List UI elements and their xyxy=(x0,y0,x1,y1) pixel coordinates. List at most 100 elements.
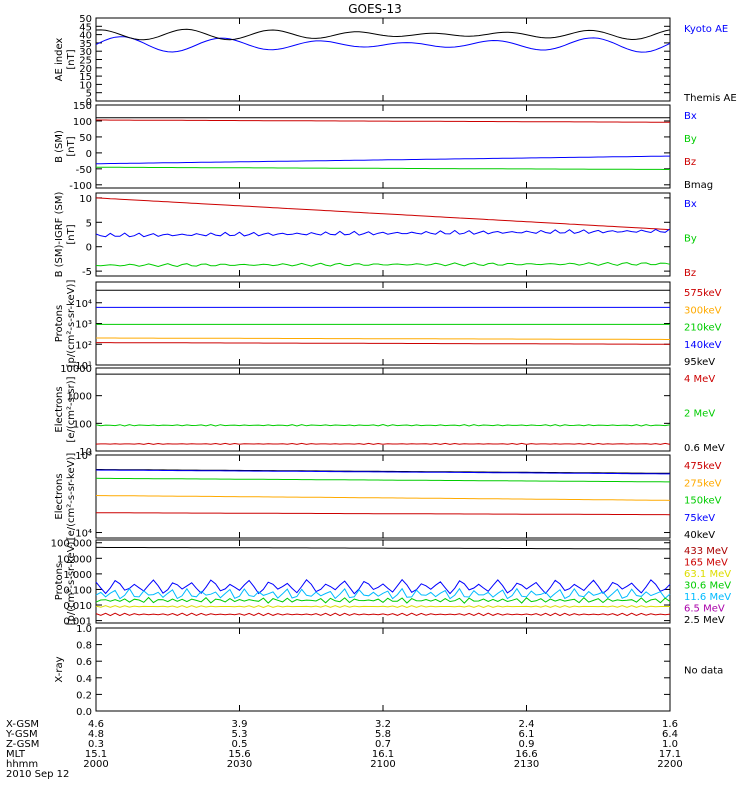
y-axis-unit: [nT] xyxy=(66,49,77,69)
legend-entry: 63.1 MeV xyxy=(684,569,731,580)
y-tick-label: 20 xyxy=(79,64,92,75)
y-tick-label: 0.0 xyxy=(76,707,92,718)
axis-value: 3.9 xyxy=(232,719,248,730)
legend-entry: 30.6 MeV xyxy=(684,581,731,592)
panel-frame xyxy=(95,539,671,624)
panel-3: -5 0 5 10 B (SM)-IGRF (SM) [nT] Bx By Bz xyxy=(54,192,697,279)
axis-value: 16.6 xyxy=(515,749,537,760)
series-line-63.1-mev xyxy=(95,605,670,609)
y-tick-label: 0.001 xyxy=(63,617,92,628)
series-line-75kev xyxy=(95,469,670,475)
axis-row-label: Z-GSM xyxy=(6,739,39,750)
legend-entry: 6.5 MeV xyxy=(684,604,725,615)
y-tick-label: 150 xyxy=(73,101,92,112)
axis-value: 4.8 xyxy=(88,729,104,740)
legend-entry: 4 MeV xyxy=(684,374,715,385)
panel-8: 0.0 0.2 0.4 0.6 0.8 1.0 X-ray No data xyxy=(54,624,723,718)
axis-value: 1.6 xyxy=(662,719,678,730)
y-axis-label: X-ray xyxy=(54,656,65,682)
y-tick-label: 35 xyxy=(79,39,92,50)
legend-entry: 75keV xyxy=(684,513,715,524)
series-line-475kev xyxy=(95,512,671,516)
y-tick-label: 10 xyxy=(79,80,92,91)
axis-row-label: hhmm xyxy=(6,759,38,770)
series-line-themis-ae xyxy=(95,28,671,41)
series-line-bz xyxy=(95,197,671,231)
y-tick-label: 100.000 xyxy=(51,539,92,550)
legend-entry: 95keV xyxy=(684,357,715,368)
y-tick-label: 0.2 xyxy=(76,690,92,701)
y-tick-label: 0.6 xyxy=(76,657,92,668)
y-tick-label: 30 xyxy=(79,47,92,58)
panel-7: 0.001 0.010 0.100 1.000 10.000 100.000 Protons… xyxy=(51,538,732,628)
axis-value: 4.6 xyxy=(88,719,104,730)
y-tick-label: 5 xyxy=(86,89,92,100)
legend-entry: 140keV xyxy=(684,340,722,351)
y-tick-label: 1.000 xyxy=(63,570,92,581)
legend-entry: 165 MeV xyxy=(684,558,728,569)
axis-value: 2.4 xyxy=(519,719,535,730)
legend-entry: 433 MeV xyxy=(684,546,728,557)
date-label: 2010 Sep 12 xyxy=(6,769,69,780)
legend-entry: 150keV xyxy=(684,496,722,507)
series-line-165-mev xyxy=(95,612,671,617)
y-tick-label: 0.4 xyxy=(76,674,92,685)
y-tick-label: -50 xyxy=(76,165,92,176)
legend-entry: Kyoto AE xyxy=(684,24,728,35)
series-line-bx xyxy=(96,155,670,165)
axis-value: 2100 xyxy=(370,759,395,770)
axis-value: 1.0 xyxy=(662,739,678,750)
legend-entry: Themis AE xyxy=(683,93,737,104)
y-tick-label: 45 xyxy=(79,22,92,33)
series-line-11.6-mev xyxy=(95,587,671,600)
y-axis-label: Electrons xyxy=(54,473,65,519)
y-tick-label: 0.8 xyxy=(76,641,92,652)
no-data-label: No data xyxy=(684,666,723,677)
y-axis-unit: [e/(cm²-s-sr-keV)] xyxy=(66,453,77,541)
series-line-2-mev xyxy=(95,423,671,427)
legend-entry: 475keV xyxy=(684,461,722,472)
y-tick-label: 5 xyxy=(86,218,92,229)
y-tick-label: 50 xyxy=(79,133,92,144)
y-tick-label: 100 xyxy=(73,419,92,430)
legend-entry: Bx xyxy=(684,111,697,122)
series-line-30.6-mev xyxy=(95,596,671,604)
y-tick-label: 40 xyxy=(79,31,92,42)
y-axis-unit: [p/(cm²-s-sr-keV)] xyxy=(66,280,77,368)
legend-entry: 300keV xyxy=(684,305,722,316)
y-axis-label: B (SM)-IGRF (SM) xyxy=(54,192,65,278)
y-tick-label: 0 xyxy=(86,243,92,254)
series-line-kyoto-ae xyxy=(95,36,671,53)
legend-entry: By xyxy=(684,134,697,145)
axis-value: 6.4 xyxy=(662,729,678,740)
axis-value: 2000 xyxy=(83,759,108,770)
y-tick-label: -5 xyxy=(82,267,92,278)
axis-value: 0.5 xyxy=(232,739,248,750)
axis-row-label: Y-GSM xyxy=(5,729,38,740)
axis-value: 0.3 xyxy=(88,739,104,750)
axis-value: 2030 xyxy=(227,759,252,770)
panel-6: 10⁴ 10⁵ Electrons [e/(cm²-s-sr-keV)] 475keV 2… xyxy=(54,451,722,541)
legend-entry: 575keV xyxy=(684,288,722,299)
y-tick-label: 10⁴ xyxy=(75,299,92,310)
y-tick-label: 0 xyxy=(86,149,92,160)
legend-entry: 275keV xyxy=(684,478,722,489)
series-line-bx xyxy=(95,228,671,238)
y-tick-label: 0 xyxy=(86,97,92,108)
series-line-by xyxy=(96,166,670,170)
axis-row-label: X-GSM xyxy=(6,719,39,730)
legend-entry: Bz xyxy=(684,157,696,168)
legend-entry: 11.6 MeV xyxy=(684,592,731,603)
y-tick-label: 100 xyxy=(73,117,92,128)
legend-entry: 210keV xyxy=(684,323,722,334)
series-line-2.5-mev xyxy=(96,546,670,550)
y-tick-label: 50 xyxy=(79,14,92,25)
y-axis-unit: [e/(cm²-s-sr)] xyxy=(66,376,77,442)
panel-4: 10¹ 10² 10³ 10⁴ Protons [p/(cm²-s-sr-keV)] 575… xyxy=(54,280,722,372)
axis-value: 6.1 xyxy=(519,729,535,740)
panel-5: 10 100 1000 10000 Electrons [e/(cm²-s-sr)] 4 M… xyxy=(54,364,725,458)
